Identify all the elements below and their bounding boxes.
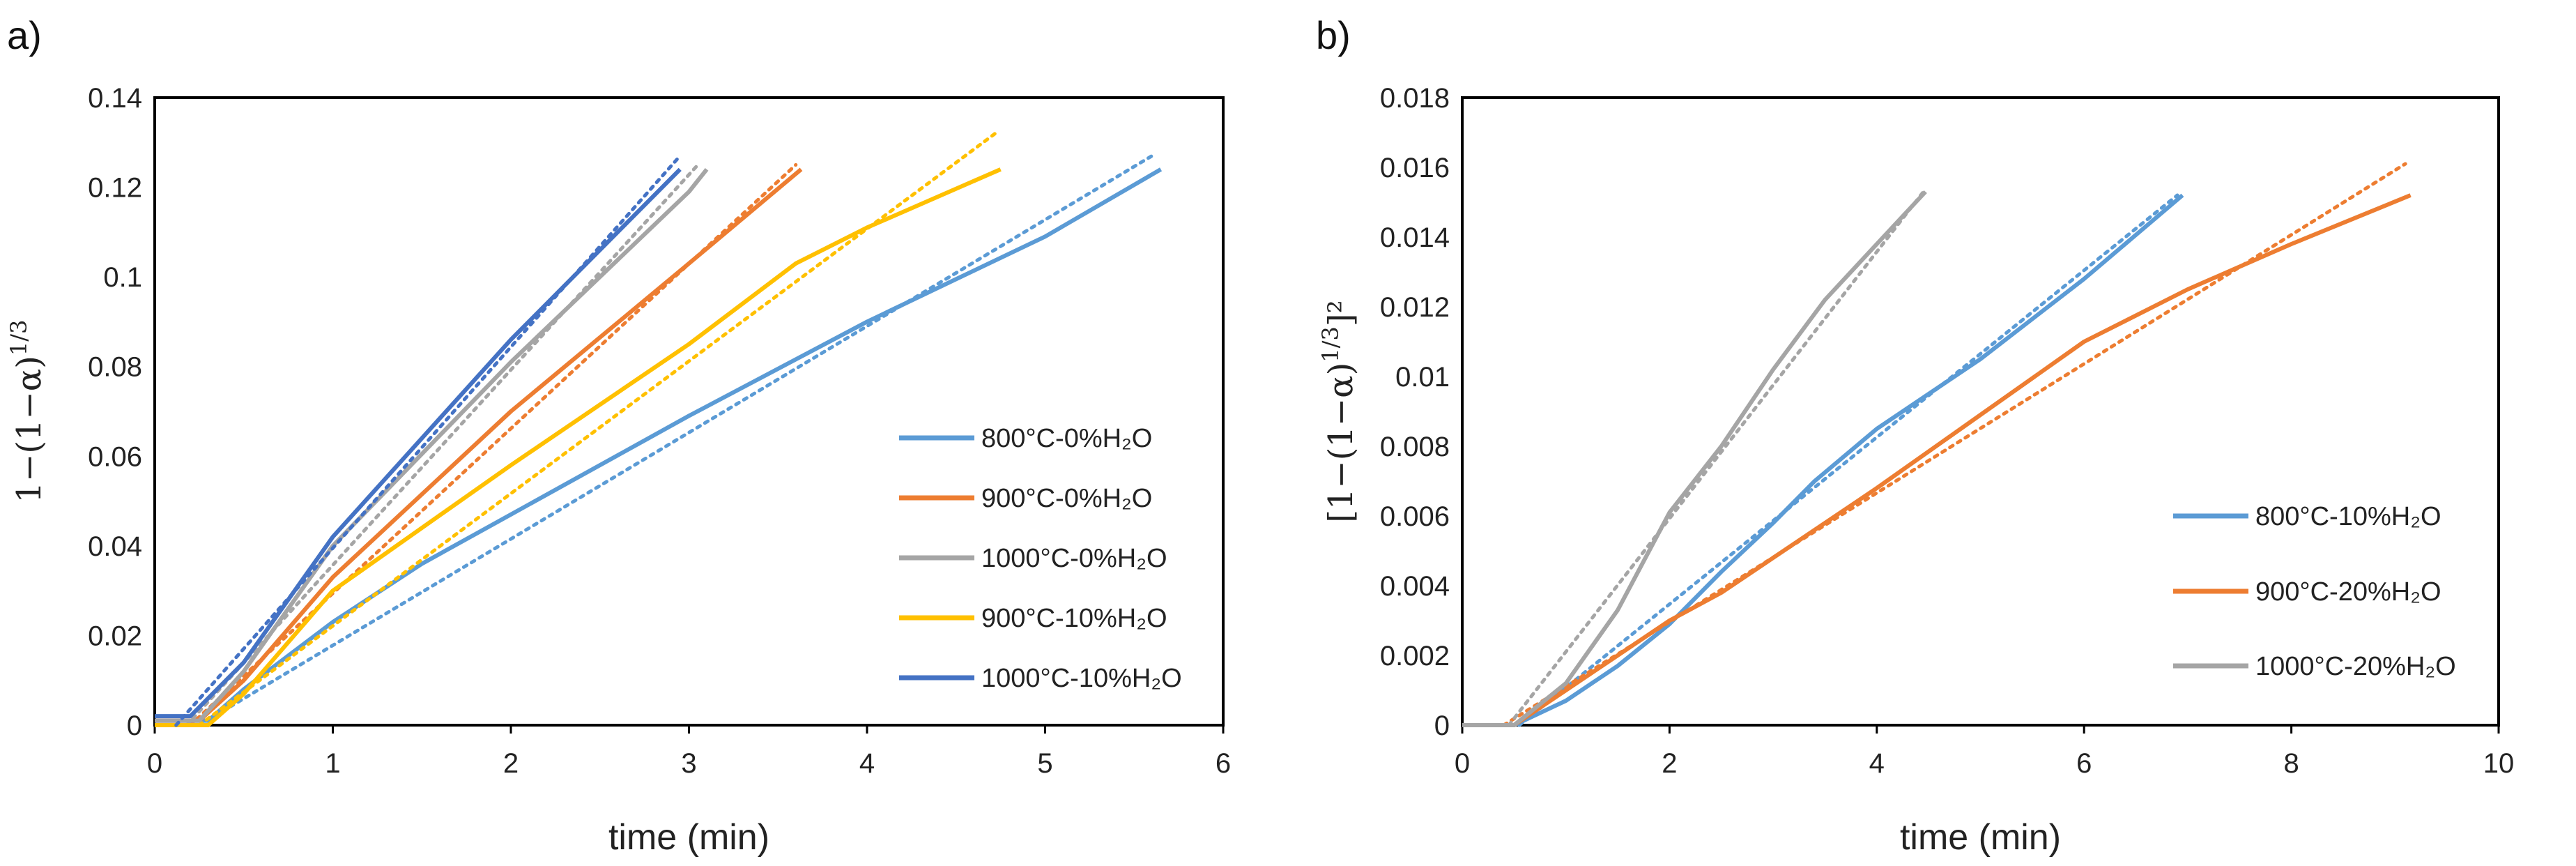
y-tick-label: 0.008: [1380, 432, 1450, 462]
x-tick-label: 0: [147, 748, 162, 779]
y-tick-label: 0.004: [1380, 571, 1450, 602]
y-tick-label: 0.14: [88, 83, 142, 114]
legend: 800°C-10%H₂O 900°C-20%H₂O 1000°C-20%H₂O: [2173, 502, 2456, 681]
y-tick-label: 0.12: [88, 173, 142, 204]
series-line-800°C-10%H₂O: [1462, 193, 2184, 727]
chart-a: a) 0 1 2 3 4 5 6 0 0.02 0.04 0.06 0.08 0.1 0.12 0.14 tim…: [6, 13, 1231, 858]
series-line-900°C-20%H₂O: [1462, 193, 2412, 727]
legend: 800°C-0%H₂O 900°C-0%H₂O 1000°C-0%H₂O 900°C-…: [899, 424, 1182, 693]
legend-label: 1000°C-10%H₂O: [981, 664, 1182, 693]
x-tick-label: 8: [2283, 748, 2299, 779]
legend-item: 1000°C-0%H₂O: [899, 544, 1167, 573]
fit-line-800°C-10%H₂O: [1517, 193, 2179, 727]
y-axis-title: 1−(1−α)1/3: [6, 320, 49, 503]
legend-label: 1000°C-0%H₂O: [981, 544, 1167, 573]
y-tick-label: 0.01: [1395, 362, 1450, 393]
y-tick-label: 0.002: [1380, 641, 1450, 671]
chart-b: b) 0 2 4 6 8 10 0 0.002 0.004 0.006 0.008 0.01 0.012 0…: [1316, 13, 2514, 858]
x-tick-label: 4: [859, 748, 875, 779]
legend-label: 800°C-10%H₂O: [2255, 502, 2441, 531]
legend-item: 1000°C-20%H₂O: [2173, 652, 2456, 681]
fit-line-1000°C-20%H₂O: [1507, 190, 1926, 727]
x-axis-title: time (min): [1900, 817, 2061, 858]
y-axis-title-superscript: 1/3: [6, 320, 32, 356]
y-tick-label: 0.02: [88, 621, 142, 651]
legend-item: 900°C-20%H₂O: [2173, 577, 2441, 607]
x-tick-label: 3: [681, 748, 696, 779]
series-line-800°C-0%H₂O: [155, 167, 1163, 723]
x-tick-label: 0: [1455, 748, 1470, 779]
fit-line-800°C-0%H₂O: [197, 154, 1154, 727]
y-tick-label: 0: [127, 711, 142, 741]
series-line-900°C-0%H₂O: [155, 167, 803, 723]
legend-label: 800°C-0%H₂O: [981, 424, 1152, 453]
y-axis-title-superscript: 1/3: [1317, 326, 1344, 363]
x-axis-title: time (min): [608, 817, 769, 858]
x-tick-label: 2: [503, 748, 519, 779]
panel-label: a): [7, 13, 42, 57]
series-line-900°C-10%H₂O: [155, 167, 1002, 727]
panel-label: b): [1316, 13, 1351, 57]
y-tick-label: 0.006: [1380, 501, 1450, 532]
y-axis-title: [1−(1−α)1/3]²: [1317, 300, 1360, 523]
y-tick-label: 0.08: [88, 352, 142, 383]
x-tick-label: 4: [1869, 748, 1885, 779]
series-line-1000°C-10%H₂O: [155, 167, 682, 719]
y-tick-label: 0.012: [1380, 292, 1450, 323]
legend-item: 800°C-0%H₂O: [899, 424, 1152, 453]
legend-item: 900°C-0%H₂O: [899, 484, 1152, 513]
plot-area: [1461, 96, 2500, 727]
series-line-1000°C-0%H₂O: [155, 167, 709, 723]
fit-line-1000°C-10%H₂O: [174, 154, 682, 727]
legend-label: 900°C-20%H₂O: [2255, 577, 2441, 607]
y-tick-label: 0.014: [1380, 222, 1450, 253]
x-tick-label: 2: [1662, 748, 1677, 779]
x-tick-label: 6: [2076, 748, 2092, 779]
legend-item: 800°C-10%H₂O: [2173, 502, 2441, 531]
x-tick-label: 5: [1037, 748, 1052, 779]
y-tick-label: 0.06: [88, 441, 142, 472]
x-tick-label: 10: [2483, 748, 2515, 779]
legend-label: 900°C-10%H₂O: [981, 604, 1167, 633]
y-tick-label: 0.1: [103, 262, 142, 293]
legend-item: 1000°C-10%H₂O: [899, 664, 1182, 693]
y-tick-label: 0.04: [88, 531, 142, 562]
legend-label: 1000°C-20%H₂O: [2255, 652, 2456, 681]
x-tick-label: 6: [1216, 748, 1231, 779]
legend-item: 900°C-10%H₂O: [899, 604, 1167, 633]
y-axis-title-base: [1−(1−α): [1321, 363, 1360, 523]
series-line-1000°C-20%H₂O: [1462, 190, 1927, 727]
x-tick-label: 1: [325, 748, 340, 779]
legend-label: 900°C-0%H₂O: [981, 484, 1152, 513]
y-axis-title-base: 1−(1−α): [10, 356, 49, 503]
y-tick-label: 0.016: [1380, 153, 1450, 183]
y-tick-label: 0.018: [1380, 83, 1450, 114]
y-axis-title-tail: ]²: [1321, 300, 1360, 326]
y-tick-label: 0: [1434, 711, 1450, 741]
